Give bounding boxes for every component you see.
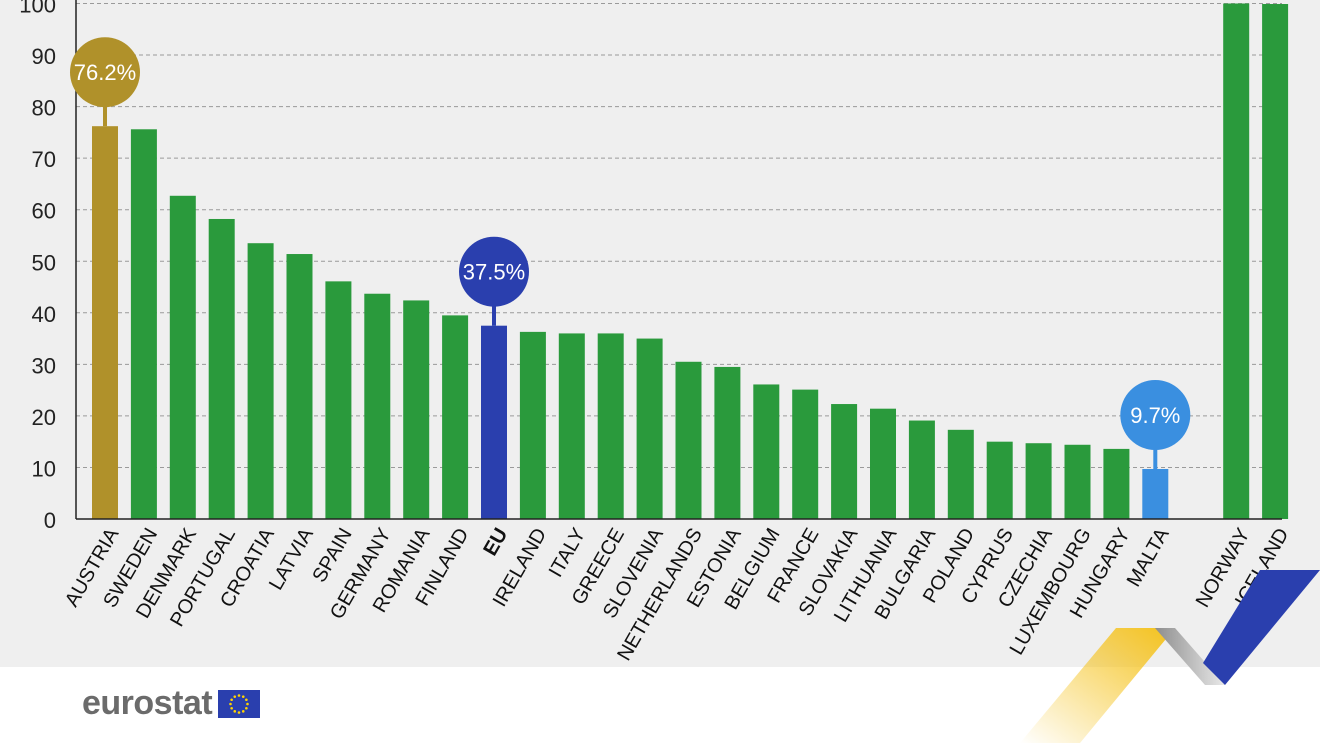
- flag-star: [242, 709, 245, 713]
- bar-hungary: [1103, 448, 1130, 519]
- flag-star: [246, 702, 249, 705]
- bar-romania: [403, 300, 430, 519]
- highlight-callouts: 76.2% 37.5% 9.7%: [70, 37, 1191, 469]
- callout-bubble: [459, 236, 529, 307]
- bar-iceland: [1262, 4, 1289, 519]
- bar-france: [792, 389, 819, 519]
- bar-malta: [1142, 468, 1169, 519]
- flag-star: [230, 697, 234, 701]
- bar-slovenia: [636, 338, 663, 519]
- decorative-ribbon: [1020, 570, 1320, 743]
- bar-spain: [325, 281, 352, 519]
- bar-netherlands: [675, 361, 702, 519]
- bar-ireland: [519, 331, 546, 519]
- y-tick-label: 70: [32, 147, 56, 172]
- bar-italy: [558, 333, 585, 519]
- bar-portugal: [208, 218, 235, 519]
- y-tick-label: 100: [19, 0, 56, 18]
- flag-star: [242, 694, 245, 698]
- callout-value: 76.2%: [74, 60, 136, 85]
- bars: [92, 3, 1289, 520]
- y-tick-label: 40: [32, 302, 56, 327]
- bar-austria: [92, 126, 118, 520]
- bar-germany: [364, 293, 391, 519]
- flag-star: [237, 693, 241, 697]
- callout-value: 9.7%: [1130, 403, 1180, 428]
- y-tick-label: 50: [32, 250, 56, 275]
- flag-star: [230, 706, 234, 710]
- chart-area: 0 10 20 30 40 50 60 70 80 90 100 AUSTRIA SWEDEN DENM…: [0, 0, 1320, 667]
- bar-poland: [947, 429, 974, 519]
- bar-greece: [597, 333, 624, 519]
- eu-flag-icon: [218, 689, 261, 718]
- y-tick-label: 20: [32, 405, 56, 430]
- callout-bubble: [70, 37, 140, 108]
- y-tick-label: 60: [32, 199, 56, 224]
- bar-lithuania: [870, 408, 896, 519]
- bar-cyprus: [986, 441, 1013, 519]
- category-label-eu: EU: [479, 525, 512, 560]
- y-tick-label: 10: [32, 456, 56, 481]
- flag-star: [237, 710, 241, 714]
- bar-croatia: [247, 243, 274, 519]
- y-tick-label: 0: [44, 508, 56, 533]
- bar-bulgaria: [908, 420, 935, 519]
- bar-estonia: [714, 366, 741, 519]
- callout-value: 37.5%: [463, 260, 525, 285]
- y-tick-label: 80: [32, 96, 56, 121]
- bar-norway: [1223, 3, 1250, 519]
- y-tick-label: 30: [32, 353, 56, 378]
- flag-star: [229, 702, 232, 705]
- bar-luxembourg: [1064, 444, 1091, 519]
- eurostat-logo: eurostat: [82, 684, 261, 723]
- flag-star: [245, 697, 248, 701]
- flag-star: [233, 709, 237, 713]
- bar-eu: [481, 325, 507, 519]
- bar-sweden: [130, 129, 157, 520]
- bar-latvia: [286, 254, 313, 519]
- logo-wordmark: eurostat: [82, 684, 213, 722]
- bar-denmark: [169, 195, 196, 519]
- y-tick-label: 90: [32, 44, 56, 69]
- flag-star: [233, 694, 237, 698]
- bar-slovakia: [831, 404, 858, 519]
- bar-czechia: [1025, 443, 1052, 519]
- bar-belgium: [753, 384, 780, 519]
- axes: 0 10 20 30 40 50 60 70 80 90 100: [19, 0, 1282, 533]
- callout-bubble: [1120, 379, 1191, 450]
- bar-finland: [442, 315, 469, 519]
- flag-star: [245, 706, 248, 710]
